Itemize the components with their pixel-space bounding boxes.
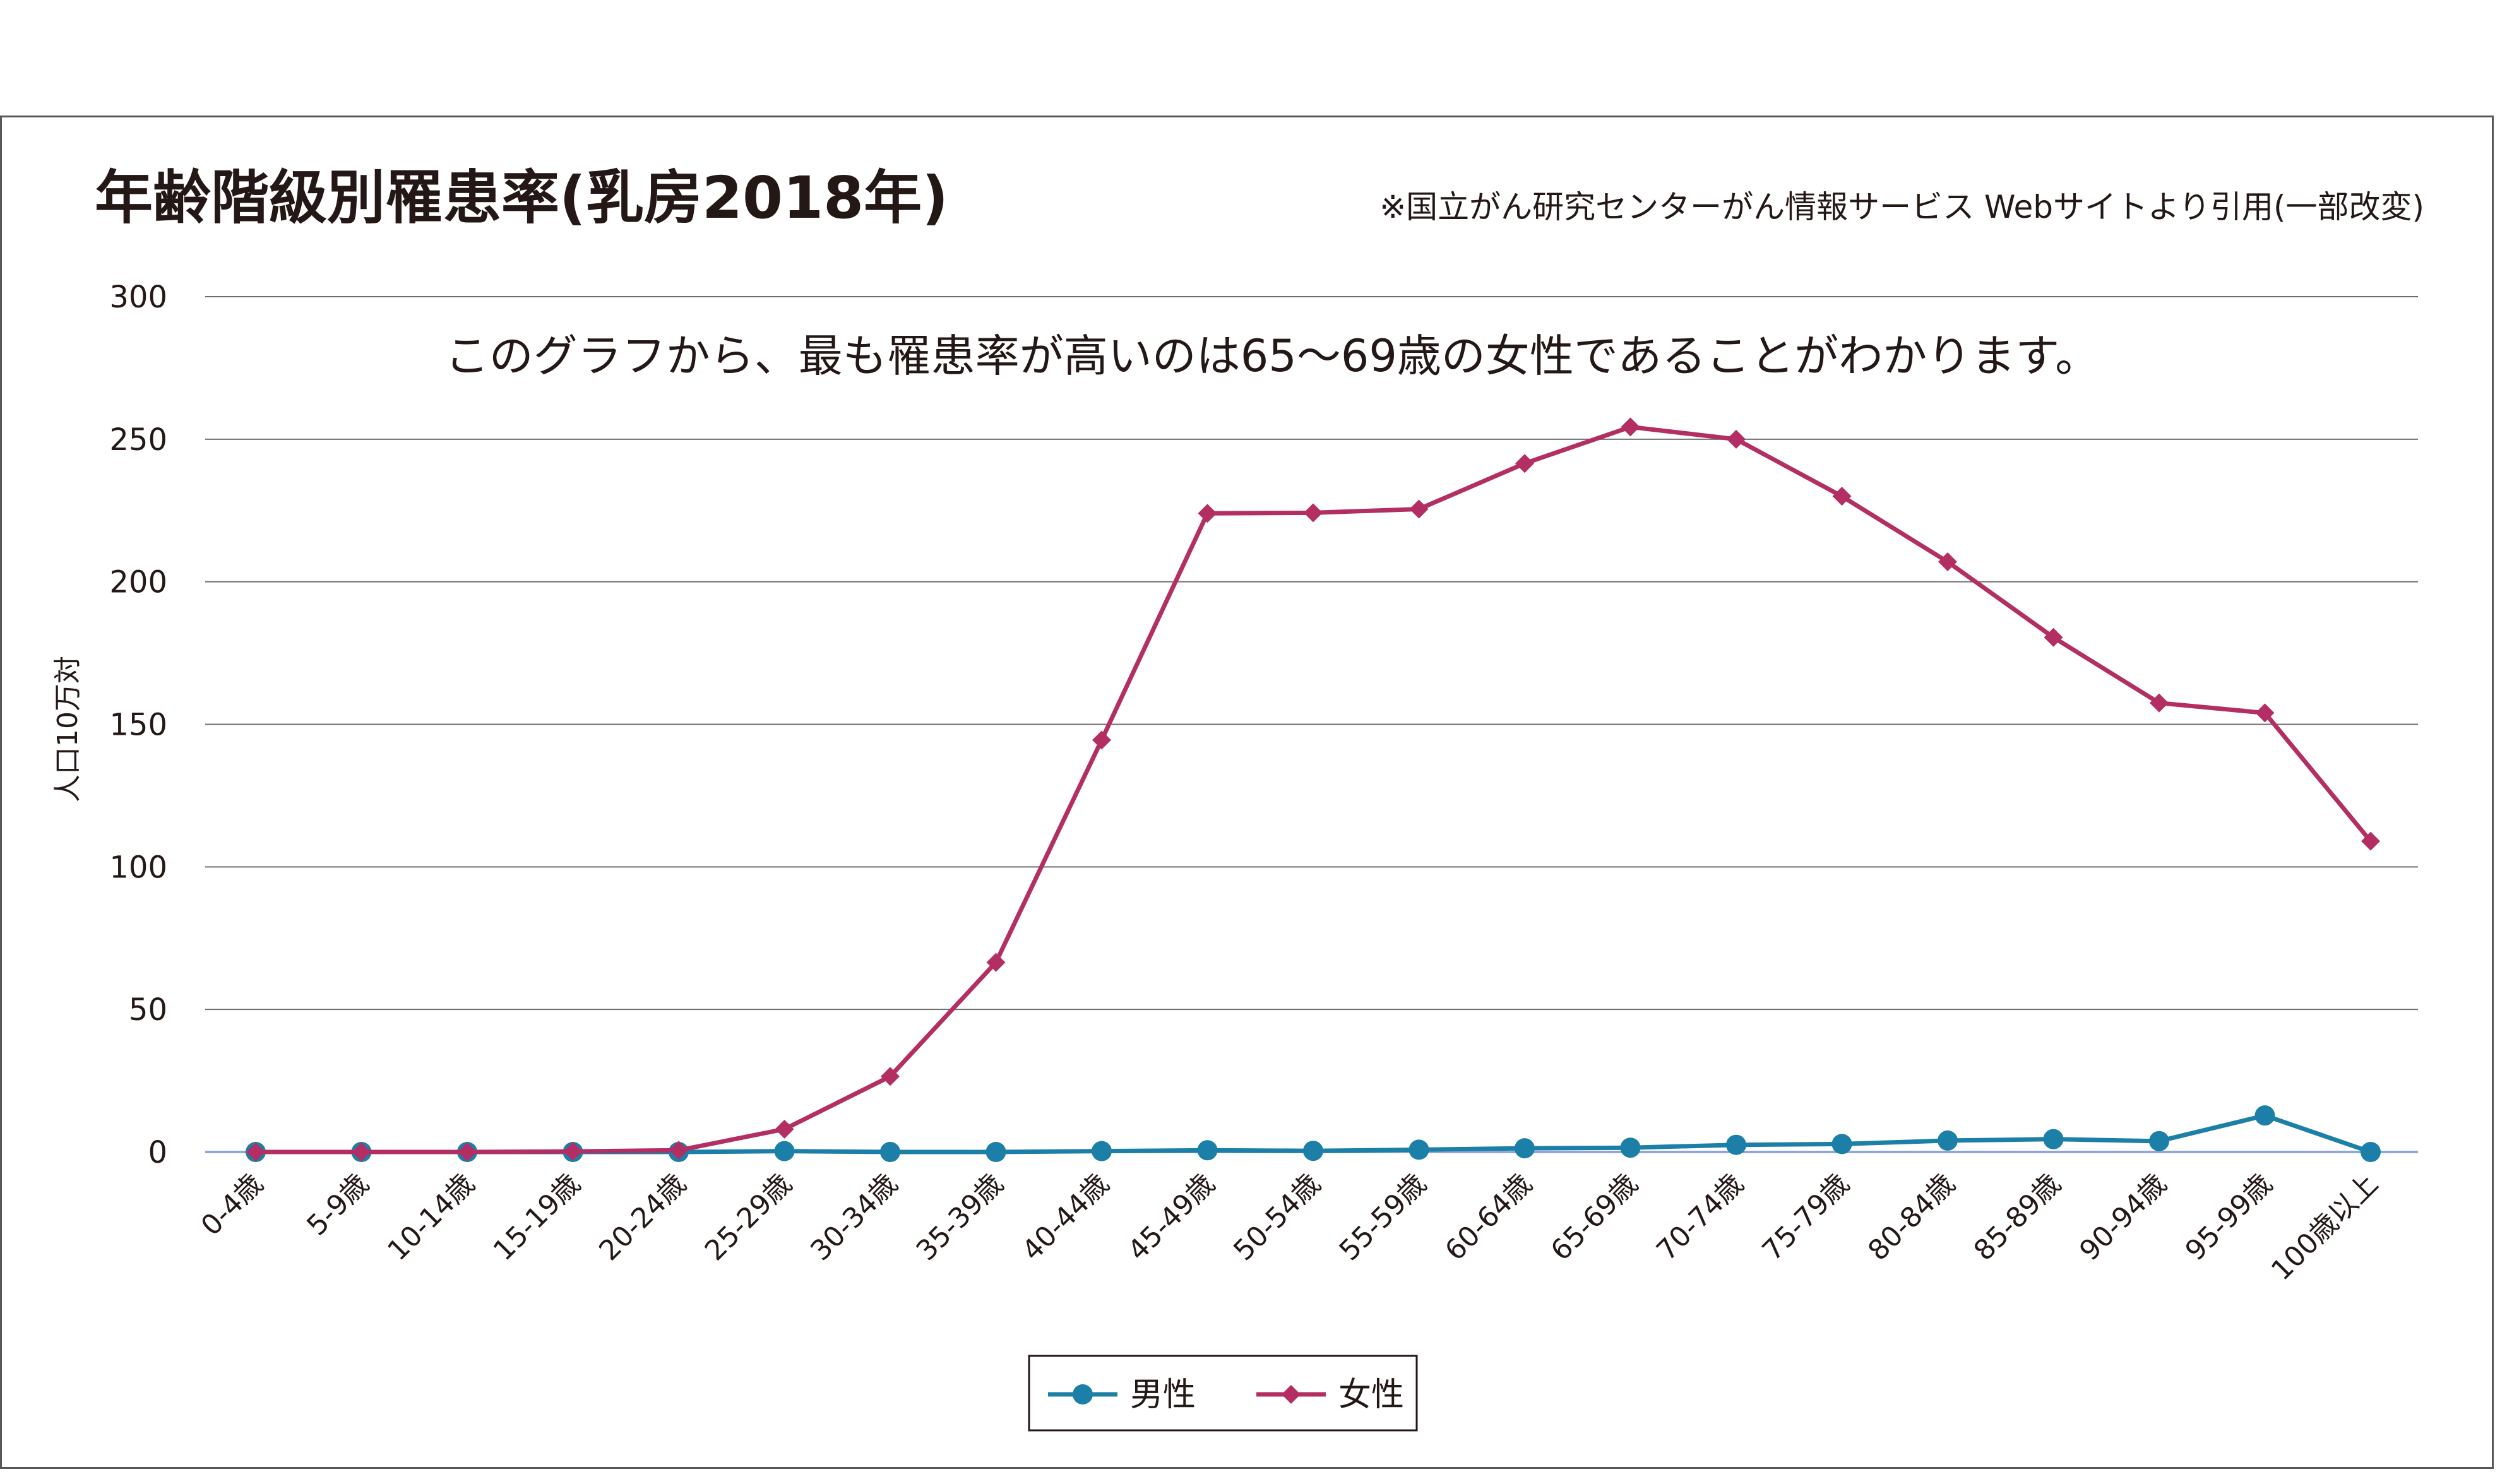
data-point (1621, 417, 1640, 437)
x-tick-label: 35-39歳 (910, 1168, 1010, 1267)
legend-label: 男性 (1130, 1376, 1196, 1414)
data-point (1197, 1140, 1218, 1161)
chart-frame (0, 116, 2494, 1469)
x-axis-ticks: 0-4歳 5-9歳 10-14歳 15-19歳 20-24歳 25-29歳 30-34歳 35… (195, 1168, 2385, 1287)
data-point (2254, 1105, 2275, 1126)
legend-marker (1073, 1384, 1093, 1404)
data-point (986, 1142, 1006, 1162)
data-point (986, 953, 1006, 972)
series-layer (246, 417, 2381, 1162)
x-tick-label: 70-74歳 (1650, 1168, 1750, 1267)
data-point (1092, 730, 1111, 750)
data-point (2044, 627, 2063, 647)
x-tick-label: 30-34歳 (804, 1168, 904, 1267)
x-tick-label: 95-99歳 (2179, 1168, 2279, 1267)
data-point (1938, 552, 1957, 572)
x-tick-label: 50-54歳 (1227, 1168, 1327, 1267)
data-point (1515, 454, 1534, 473)
data-point (1408, 1139, 1429, 1160)
data-point (2043, 1129, 2064, 1149)
data-point (1938, 1130, 1958, 1151)
data-point (880, 1142, 900, 1162)
y-tick-label: 50 (129, 992, 167, 1028)
x-tick-label: 80-84歳 (1862, 1168, 1962, 1267)
data-point (669, 1141, 688, 1160)
x-tick-label: 90-94歳 (2073, 1168, 2173, 1267)
data-point (1303, 1141, 1323, 1161)
data-point (1304, 503, 1323, 523)
data-point (775, 1119, 794, 1139)
data-point (2361, 831, 2380, 851)
y-tick-label: 250 (109, 422, 167, 458)
x-tick-label: 55-59歳 (1333, 1168, 1433, 1267)
x-tick-label: 40-44歳 (1016, 1168, 1116, 1267)
data-point (246, 1143, 265, 1161)
series-line (256, 424, 2373, 1155)
data-point (1515, 1138, 1535, 1159)
legend-label: 女性 (1338, 1376, 1404, 1414)
y-axis-ticks: 0 50 100 150 200 250 300 (109, 280, 167, 1170)
x-tick-label: 85-89歳 (1968, 1168, 2068, 1267)
x-tick-label: 45-49歳 (1122, 1168, 1222, 1267)
data-point (2255, 703, 2275, 723)
x-tick-label: 10-14歳 (381, 1168, 481, 1267)
y-tick-label: 0 (148, 1135, 167, 1170)
data-point (1832, 487, 1852, 506)
y-tick-label: 150 (109, 708, 167, 743)
data-point (2149, 1131, 2169, 1151)
x-tick-label: 60-64歳 (1439, 1168, 1539, 1267)
x-tick-label: 65-69歳 (1545, 1168, 1645, 1267)
data-point (1831, 1134, 1852, 1155)
source-note: ※国立がん研究センターがん情報サービス Webサイトより引用(一部改変) (1379, 189, 2424, 225)
data-point (352, 1143, 371, 1161)
x-tick-label: 0-4歳 (195, 1168, 270, 1242)
y-tick-label: 300 (109, 280, 167, 315)
x-tick-label: 100歳以上 (2265, 1168, 2385, 1287)
x-tick-label: 20-24歳 (593, 1168, 693, 1267)
data-point (881, 1067, 900, 1086)
data-point (458, 1143, 477, 1161)
y-tick-label: 200 (109, 565, 167, 600)
grid-lines (205, 296, 2418, 1153)
data-point (774, 1141, 795, 1161)
y-axis-label: 人口10万対 (52, 656, 84, 802)
y-tick-label: 100 (109, 850, 167, 885)
data-point (1409, 499, 1429, 519)
x-tick-label: 75-79歳 (1756, 1168, 1856, 1267)
x-tick-label: 25-29歳 (699, 1168, 799, 1267)
data-point (1092, 1141, 1112, 1161)
data-point (2361, 1142, 2381, 1162)
data-point (1198, 504, 1217, 523)
series-2 (246, 417, 2380, 1161)
data-point (1727, 429, 1746, 449)
x-tick-label: 5-9歳 (301, 1168, 375, 1242)
data-point (2150, 693, 2169, 713)
x-tick-label: 15-19歳 (487, 1168, 587, 1267)
legend: 男性 女性 (1028, 1355, 1418, 1432)
chart-annotation: このグラフから、最も罹患率が高いのは65〜69歳の女性であることがわかります。 (445, 330, 2099, 382)
data-point (563, 1142, 583, 1161)
data-point (1726, 1134, 1746, 1155)
data-point (1620, 1137, 1641, 1158)
legend-marker (1282, 1385, 1301, 1404)
chart-title: 年齢階級別罹患率(乳房2018年) (95, 164, 948, 232)
